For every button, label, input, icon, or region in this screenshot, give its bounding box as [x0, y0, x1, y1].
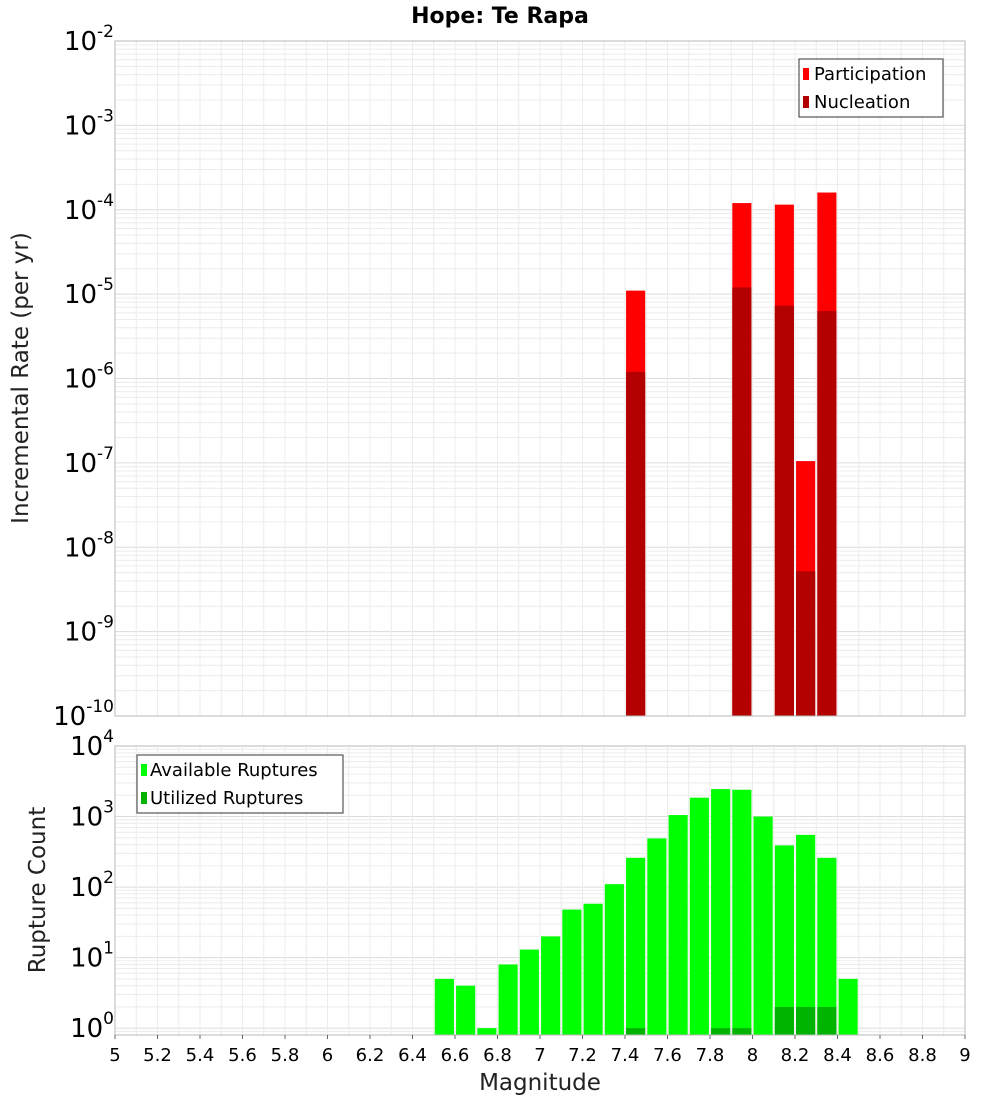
top-y-tick-label: 10-10 [53, 697, 114, 732]
x-axis-label: Magnitude [479, 1070, 601, 1096]
utilized-ruptures-bar [732, 1028, 752, 1035]
top-plot-frame [114, 40, 966, 717]
bottom-y-tick-label: 100 [70, 1009, 114, 1044]
top-legend: Participation Nucleation [798, 58, 944, 118]
x-tick-label: 6.8 [483, 1045, 512, 1066]
available-ruptures-bar [732, 789, 752, 1035]
bottom-legend-box [136, 754, 344, 814]
available-ruptures-bar [668, 815, 688, 1035]
bottom-y-tick-label: 102 [70, 868, 114, 903]
available-ruptures-bar [689, 797, 709, 1035]
bottom-y-tick-label: 104 [70, 727, 114, 762]
available-ruptures-bar [498, 964, 518, 1035]
chart-title: Hope: Te Rapa [411, 4, 589, 29]
x-tick-label: 5.4 [186, 1045, 215, 1066]
nucleation-legend-swatch [803, 96, 809, 108]
top-y-tick-label: 10-5 [64, 275, 114, 310]
top-y-tick-label: 10-6 [64, 360, 114, 395]
x-tick-label: 7.4 [611, 1045, 640, 1066]
x-tick-label: 7.2 [568, 1045, 597, 1066]
top-y-tick-label: 10-4 [64, 191, 114, 226]
available-ruptures-bar [774, 845, 794, 1035]
nucleation-bar [817, 311, 837, 716]
available-ruptures-bar [519, 949, 539, 1035]
available-ruptures-bars [434, 789, 858, 1035]
available-ruptures-bar [477, 1028, 497, 1035]
x-tick-label: 5.8 [271, 1045, 300, 1066]
top-y-tick-labels: 10-10 10-9 10-8 10-7 10-6 10-5 10-4 10-3 10-2 [53, 22, 114, 732]
utilized-ruptures-bar [626, 1028, 646, 1035]
x-tick-labels: 5 5.2 5.4 5.6 5.8 6 6.2 6.4 6.6 6.8 7 7.2 7.4 7.6 7.8 8… [109, 1035, 971, 1066]
top-y-axis-label: Incremental Rate (per yr) [8, 232, 34, 524]
available-ruptures-bar [817, 857, 837, 1035]
bottom-y-tick-labels: 100 101 102 103 104 [70, 727, 114, 1044]
x-tick-label: 8.8 [908, 1045, 937, 1066]
utilized-ruptures-bar [796, 1006, 816, 1035]
top-y-tick-label: 10-3 [64, 106, 114, 141]
x-tick-label: 7 [534, 1045, 545, 1066]
x-tick-label: 7.8 [696, 1045, 725, 1066]
x-tick-label: 8 [747, 1045, 758, 1066]
bottom-y-tick-label: 103 [70, 798, 114, 833]
x-tick-label: 6 [322, 1045, 333, 1066]
available-ruptures-bar [562, 909, 582, 1035]
available-ruptures-bar [753, 816, 773, 1035]
x-tick-label: 8.2 [781, 1045, 810, 1066]
available-ruptures-bar [626, 857, 646, 1035]
top-y-tick-label: 10-7 [64, 444, 114, 479]
nucleation-bars [626, 287, 837, 716]
nucleation-bar [796, 571, 816, 716]
x-tick-label: 8.4 [823, 1045, 852, 1066]
x-tick-label: 7.6 [653, 1045, 682, 1066]
nucleation-legend-label: Nucleation [814, 92, 910, 113]
x-tick-label: 6.4 [398, 1045, 427, 1066]
available-ruptures-bar [647, 838, 667, 1035]
available-ruptures-bar [583, 903, 603, 1035]
top-y-tick-label: 10-8 [64, 528, 114, 563]
utilized-ruptures-bars [626, 1006, 837, 1035]
top-legend-box [798, 58, 944, 118]
available-ruptures-bar [434, 978, 454, 1035]
available-ruptures-bar [838, 978, 858, 1035]
bottom-legend: Available Ruptures Utilized Ruptures [136, 754, 344, 814]
utilized-ruptures-bar [817, 1006, 837, 1035]
utilized-ruptures-bar [774, 1006, 794, 1035]
x-tick-label: 6.2 [356, 1045, 385, 1066]
x-tick-label: 8.6 [866, 1045, 895, 1066]
available-ruptures-bar [711, 789, 731, 1035]
top-gridlines [114, 41, 966, 717]
available-ruptures-bar [796, 834, 816, 1035]
bottom-y-tick-label: 101 [70, 939, 114, 974]
available-legend-label: Available Ruptures [150, 760, 318, 781]
participation-legend-label: Participation [814, 64, 926, 85]
x-tick-label: 5.2 [143, 1045, 172, 1066]
nucleation-bar [626, 371, 646, 716]
x-tick-label: 9 [959, 1045, 970, 1066]
available-legend-swatch [141, 764, 147, 776]
participation-legend-swatch [803, 68, 809, 80]
nucleation-bar [774, 305, 794, 716]
x-tick-label: 5.6 [228, 1045, 257, 1066]
top-y-tick-label: 10-9 [64, 613, 114, 648]
available-ruptures-bar [456, 985, 476, 1035]
x-tick-label: 5 [109, 1045, 120, 1066]
utilized-legend-swatch [141, 792, 147, 804]
available-ruptures-bar [541, 936, 561, 1035]
x-tick-label: 6.6 [441, 1045, 470, 1066]
utilized-ruptures-bar [711, 1028, 731, 1035]
bottom-y-axis-label: Rupture Count [25, 807, 51, 973]
nucleation-bar [732, 287, 752, 716]
top-y-tick-label: 10-2 [64, 22, 114, 57]
available-ruptures-bar [604, 884, 624, 1035]
utilized-legend-label: Utilized Ruptures [150, 788, 303, 809]
